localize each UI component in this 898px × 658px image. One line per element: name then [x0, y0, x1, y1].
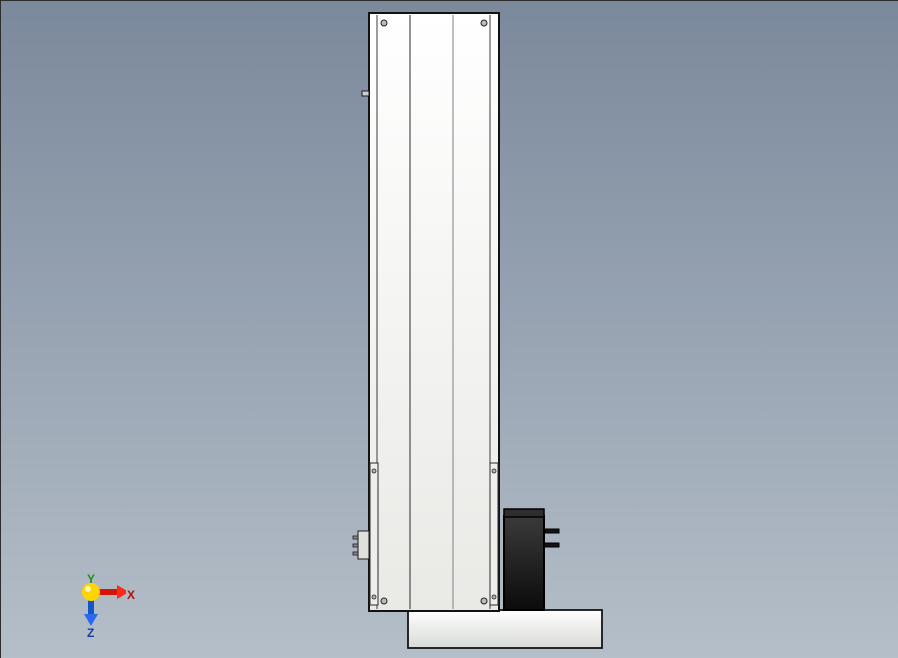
- part-motor_body: [504, 516, 544, 610]
- orientation-triad[interactable]: X Z Y: [56, 557, 126, 627]
- cad-3d-viewport[interactable]: X Z Y: [0, 0, 898, 658]
- part-bolt_bottom_right: [481, 598, 487, 604]
- triad-origin-sphere: [82, 583, 100, 601]
- part-rail_strip_left_boltA: [372, 469, 376, 473]
- part-rail_strip_right: [490, 463, 498, 605]
- model-assembly: [353, 13, 602, 648]
- part-bolt_top_right: [481, 20, 487, 26]
- part-side_port_block: [358, 531, 369, 559]
- part-motor_connector_lower: [545, 543, 559, 547]
- part-column_main: [369, 13, 499, 611]
- part-side_port_pin_3: [353, 552, 358, 555]
- part-bolt_bottom_left: [381, 598, 387, 604]
- axis-label-z: Z: [87, 626, 94, 640]
- axis-label-x: X: [127, 588, 135, 602]
- model-render-layer: [1, 1, 898, 658]
- part-rail_strip_left: [370, 463, 378, 605]
- viewport-background: [1, 1, 898, 658]
- triad-svg: [56, 557, 126, 627]
- part-motor_connector_upper: [545, 529, 559, 533]
- part-sensor_stub_upper: [362, 91, 369, 96]
- part-bolt_top_left: [381, 20, 387, 26]
- part-rail_strip_right_boltA: [492, 469, 496, 473]
- part-rail_strip_left_boltB: [372, 595, 376, 599]
- part-base_plinth: [408, 610, 602, 648]
- part-side_port_pin_1: [353, 536, 358, 539]
- part-side_port_pin_2: [353, 544, 358, 547]
- part-rail_strip_right_boltB: [492, 595, 496, 599]
- part-motor_cap: [504, 509, 544, 517]
- axis-label-y: Y: [87, 572, 95, 586]
